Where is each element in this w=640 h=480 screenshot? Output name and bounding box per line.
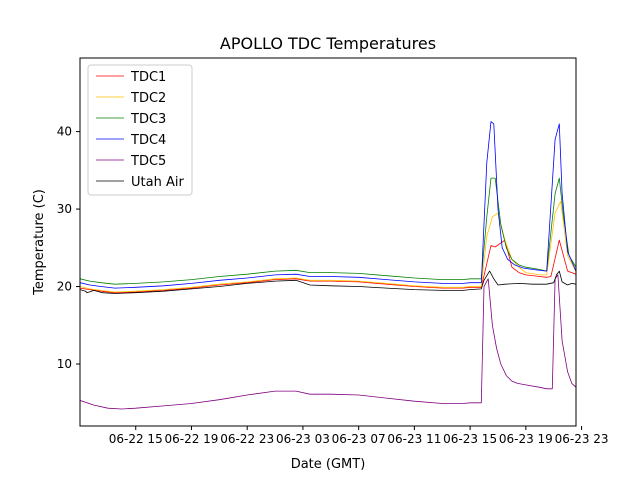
x-tick-label-4: 06-23 07 [332, 432, 386, 446]
chart-title: APOLLO TDC Temperatures [220, 34, 436, 53]
x-tick-label-6: 06-23 15 [443, 432, 497, 446]
y-tick-label-3: 40 [57, 125, 72, 139]
series-layer [80, 121, 576, 410]
axes-layer: 06-22 15 06-22 19 06-22 23 06-23 03 06-23 07… [57, 125, 609, 446]
legend: TDC1 TDC2 TDC3 TDC4 TDC5 Utah Air [87, 64, 193, 196]
plot-frame [79, 57, 577, 427]
x-tick-label-2: 06-22 23 [220, 432, 274, 446]
x-tick-label-3: 06-23 03 [276, 432, 330, 446]
legend-box [87, 64, 193, 196]
x-tick-label-7: 06-23 19 [499, 432, 553, 446]
series-line-5 [80, 270, 576, 294]
series-line-4 [80, 274, 576, 410]
x-tick-label-0: 06-22 15 [109, 432, 163, 446]
legend-label-4: TDC5 [130, 154, 166, 169]
y-tick-label-0: 10 [57, 357, 72, 371]
series-line-3 [80, 121, 576, 289]
x-axis-label: Date (GMT) [291, 457, 366, 472]
legend-label-3: TDC4 [130, 133, 166, 148]
legend-label-1: TDC2 [130, 91, 166, 106]
series-line-2 [80, 177, 576, 285]
y-tick-label-2: 30 [57, 202, 72, 216]
series-line-0 [80, 239, 576, 294]
x-tick-label-1: 06-22 19 [164, 432, 218, 446]
y-axis-label: Temperature (C) [32, 189, 47, 296]
legend-label-5: Utah Air [131, 175, 184, 190]
legend-label-2: TDC3 [130, 112, 166, 127]
x-tick-label-8: 06-23 23 [555, 432, 609, 446]
y-tick-label-1: 20 [57, 280, 72, 294]
series-line-1 [80, 200, 576, 293]
x-tick-label-5: 06-23 11 [387, 432, 441, 446]
legend-label-0: TDC1 [130, 70, 166, 85]
